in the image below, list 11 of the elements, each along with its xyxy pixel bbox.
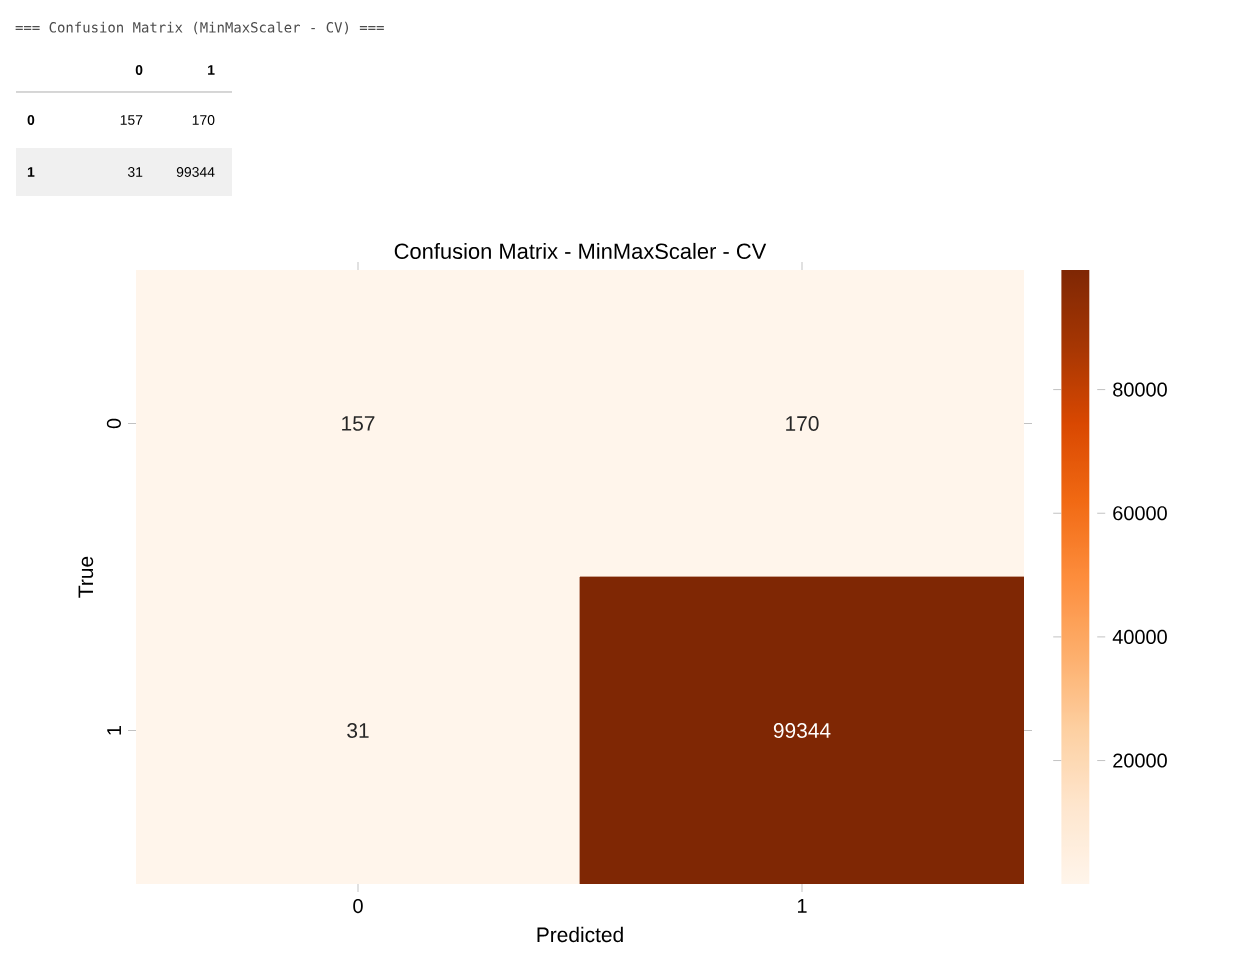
data-label: 31: [347, 723, 369, 738]
y-axis-title: True: [78, 556, 94, 598]
color-bar-label: 80000: [1113, 382, 1167, 397]
data-label: 157: [342, 416, 375, 431]
color-bar-label: 60000: [1113, 506, 1167, 521]
x-axis-title: Predicted: [537, 926, 623, 943]
chart-title: Confusion Matrix - MinMaxScaler - CV: [394, 242, 767, 260]
color-bar-label: 20000: [1113, 753, 1167, 768]
data-label: 99344: [773, 723, 831, 738]
data-label: 170: [786, 416, 819, 431]
color-bar-label: 40000: [1112, 629, 1167, 644]
